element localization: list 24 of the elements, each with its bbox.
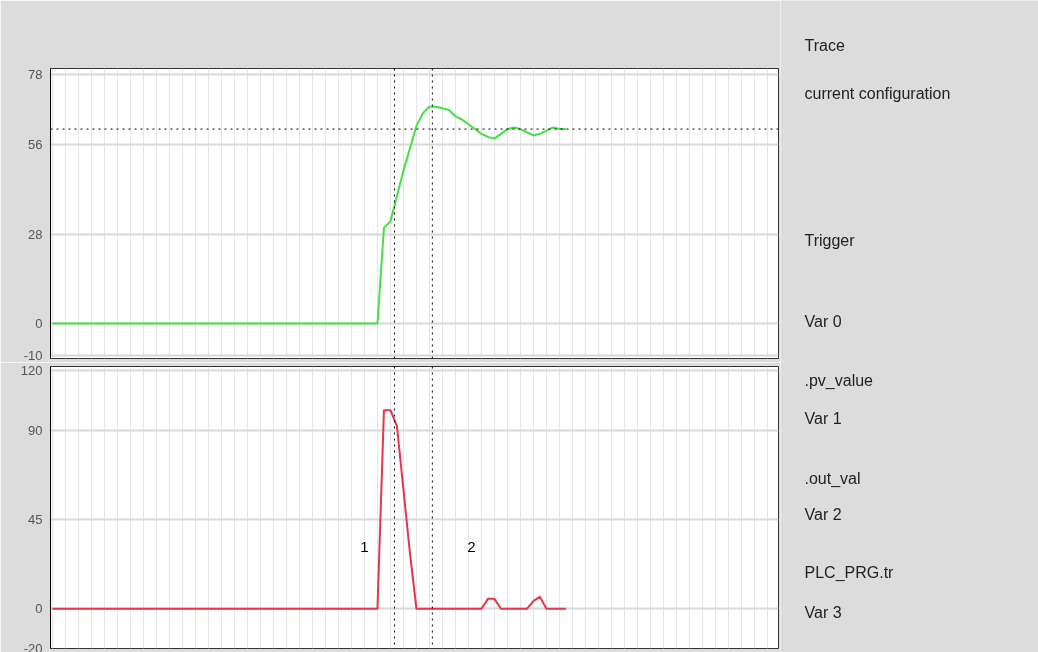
y-tick-label: -10 [23, 347, 43, 363]
y-tick-label: -20 [23, 640, 43, 652]
text: .pv_value [804, 372, 874, 390]
text: Trigger [804, 232, 856, 249]
text: Var 1 [804, 410, 842, 427]
y-tick-label: 28 [28, 226, 43, 242]
y-tick-label: 0 [35, 601, 43, 617]
line-series [51, 409, 567, 610]
y-tick-label: 90 [28, 422, 43, 438]
line-series [51, 105, 567, 325]
text: PLC_PRG.tr [804, 564, 895, 582]
text: .out_val [804, 470, 861, 488]
annotation: 1 [360, 537, 369, 555]
annotation: 2 [467, 537, 476, 555]
y-tick-label: 45 [28, 511, 43, 527]
text: current configuration [804, 85, 951, 102]
text: Trace [804, 37, 845, 54]
y-tick-label: 120 [20, 362, 43, 378]
y-tick-label: 78 [28, 67, 43, 83]
y-tick-label: 56 [28, 137, 43, 153]
text: Var 0 [804, 313, 842, 330]
text: Var 2 [804, 506, 842, 523]
y-tick-label: 0 [35, 315, 43, 331]
text: Var 3 [804, 604, 842, 621]
